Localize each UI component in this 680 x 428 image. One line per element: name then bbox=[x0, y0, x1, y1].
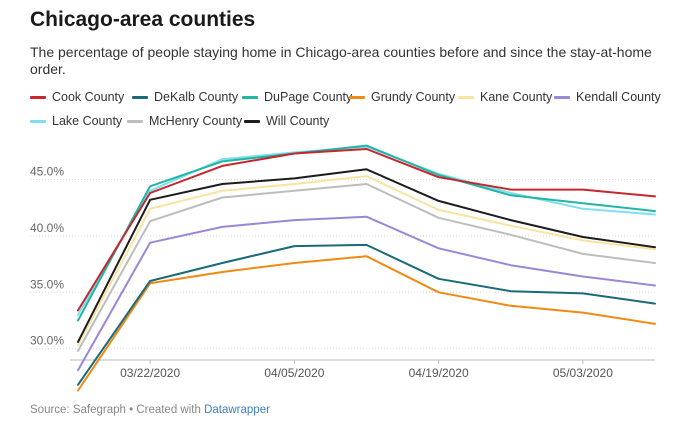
legend-swatch bbox=[30, 95, 46, 99]
chart-footer: Source: Safegraph • Created with Datawra… bbox=[30, 404, 270, 416]
legend-label: Lake County bbox=[52, 114, 123, 128]
x-tick-label: 05/03/2020 bbox=[553, 366, 613, 380]
legend-item: McHenry County bbox=[127, 114, 242, 128]
legend-swatch bbox=[244, 119, 260, 123]
legend-swatch bbox=[242, 95, 258, 99]
legend-item: Will County bbox=[244, 114, 329, 128]
legend-label: Will County bbox=[266, 114, 330, 128]
x-tick-label: 04/19/2020 bbox=[409, 366, 469, 380]
legend-swatch bbox=[30, 119, 46, 123]
legend-item: DeKalb County bbox=[132, 90, 238, 104]
x-tick-label: 04/05/2020 bbox=[264, 366, 324, 380]
legend-item: Cook County bbox=[30, 90, 124, 104]
legend-label: Kane County bbox=[480, 90, 553, 104]
series-line bbox=[77, 148, 656, 312]
legend-label: Grundy County bbox=[371, 90, 456, 104]
series-line bbox=[77, 215, 656, 372]
series-line bbox=[77, 144, 656, 322]
legend-item: DuPage County bbox=[242, 90, 352, 104]
series-line bbox=[77, 175, 656, 347]
legend-item: Grundy County bbox=[349, 90, 455, 104]
series-line bbox=[77, 255, 656, 392]
series-line bbox=[77, 243, 656, 386]
x-tick-label: 03/22/2020 bbox=[120, 366, 180, 380]
legend-swatch bbox=[554, 95, 570, 99]
series-line bbox=[77, 183, 656, 352]
source-note: Source: Safegraph • Created with bbox=[30, 404, 205, 416]
legend-label: DuPage County bbox=[264, 90, 353, 104]
legend-item: Kendall County bbox=[554, 90, 661, 104]
legend-label: Cook County bbox=[52, 90, 125, 104]
legend-swatch bbox=[132, 95, 148, 99]
y-tick-label: 35.0% bbox=[30, 277, 64, 291]
legend-item: Lake County bbox=[30, 114, 122, 128]
y-tick-label: 40.0% bbox=[30, 221, 64, 235]
line-chart: 30.0% 35.0% 40.0% 45.0% 03/22/2020 04/05/2020… bbox=[30, 144, 656, 392]
legend-swatch bbox=[458, 95, 474, 99]
legend-item: Kane County bbox=[458, 90, 552, 104]
legend-label: McHenry County bbox=[149, 114, 243, 128]
legend-swatch bbox=[127, 119, 143, 123]
datawrapper-link[interactable]: Datawrapper bbox=[204, 404, 270, 416]
chart-subtitle: The percentage of people staying home in… bbox=[30, 44, 652, 77]
legend-swatch bbox=[349, 95, 365, 99]
y-tick-label: 45.0% bbox=[30, 164, 64, 178]
series-line bbox=[77, 168, 656, 343]
y-tick-label: 30.0% bbox=[30, 334, 64, 348]
series-line bbox=[77, 145, 656, 316]
chart-title: Chicago-area counties bbox=[30, 8, 256, 31]
legend-label: DeKalb County bbox=[154, 90, 239, 104]
legend-label: Kendall County bbox=[576, 90, 661, 104]
